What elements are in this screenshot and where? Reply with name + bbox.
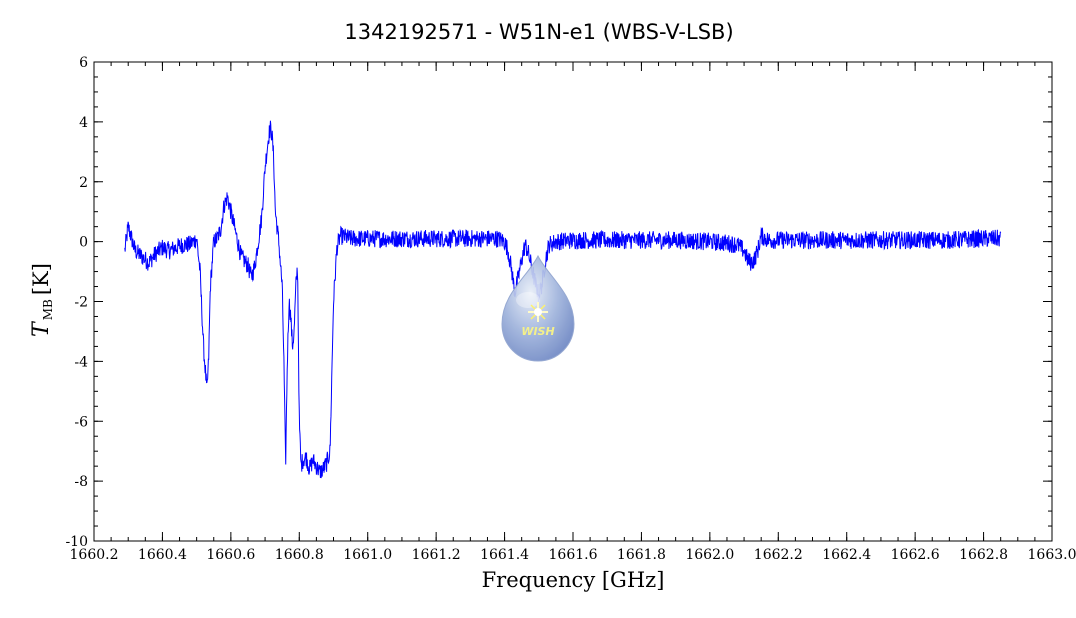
- wish-logo-text: WISH: [521, 325, 554, 338]
- x-tick-label: 1661.0: [343, 547, 392, 563]
- x-tick-label: 1660.8: [275, 547, 324, 563]
- axis-tick-labels: 1660.2 1660.4 1660.6 1660.8 1661.0 1661.2 1661…: [65, 55, 1076, 563]
- x-tick-label: 1662.8: [959, 547, 1008, 563]
- y-tick-label: -8: [74, 474, 88, 490]
- wish-drop-highlight: [516, 292, 540, 308]
- x-tick-label: 1662.4: [822, 547, 871, 563]
- x-tick-label: 1661.2: [412, 547, 461, 563]
- x-tick-label: 1663.0: [1028, 547, 1076, 563]
- wish-star-icon: [528, 302, 548, 322]
- y-tick-label: -6: [74, 414, 88, 430]
- wish-logo: WISH: [501, 254, 575, 362]
- y-tick-label: -10: [65, 534, 88, 550]
- x-tick-label: 1661.4: [480, 547, 529, 563]
- x-axis-label: Frequency [GHz]: [482, 568, 665, 592]
- y-axis-label: TMB [K]: [29, 263, 55, 337]
- y-tick-label: 4: [79, 115, 88, 131]
- y-axis-label-unit: [K]: [29, 263, 53, 295]
- x-tick-label: 1661.6: [549, 547, 598, 563]
- svg-text:TMB[K]: TMB [K]: [29, 263, 55, 337]
- series-line: [124, 120, 1002, 479]
- x-tick-label: 1660.2: [70, 547, 119, 563]
- y-axis-label-symbol: T: [29, 320, 54, 337]
- x-tick-label: 1662.0: [685, 547, 734, 563]
- x-tick-label: 1661.8: [617, 547, 666, 563]
- y-axis-label-subscript: MB: [41, 299, 55, 320]
- y-tick-label: -4: [74, 354, 88, 370]
- x-tick-label: 1662.2: [754, 547, 803, 563]
- x-tick-label: 1660.6: [206, 547, 255, 563]
- chart-title: 1342192571 - W51N-e1 (WBS-V-LSB): [344, 20, 733, 44]
- axis-ticks: [93, 61, 1053, 542]
- plot-frame: [93, 61, 1053, 542]
- y-tick-label: 6: [79, 55, 88, 71]
- y-tick-label: 0: [79, 235, 88, 251]
- y-tick-label: -2: [74, 295, 88, 311]
- x-tick-label: 1662.6: [891, 547, 940, 563]
- y-tick-label: 2: [79, 175, 88, 191]
- x-tick-label: 1660.4: [138, 547, 187, 563]
